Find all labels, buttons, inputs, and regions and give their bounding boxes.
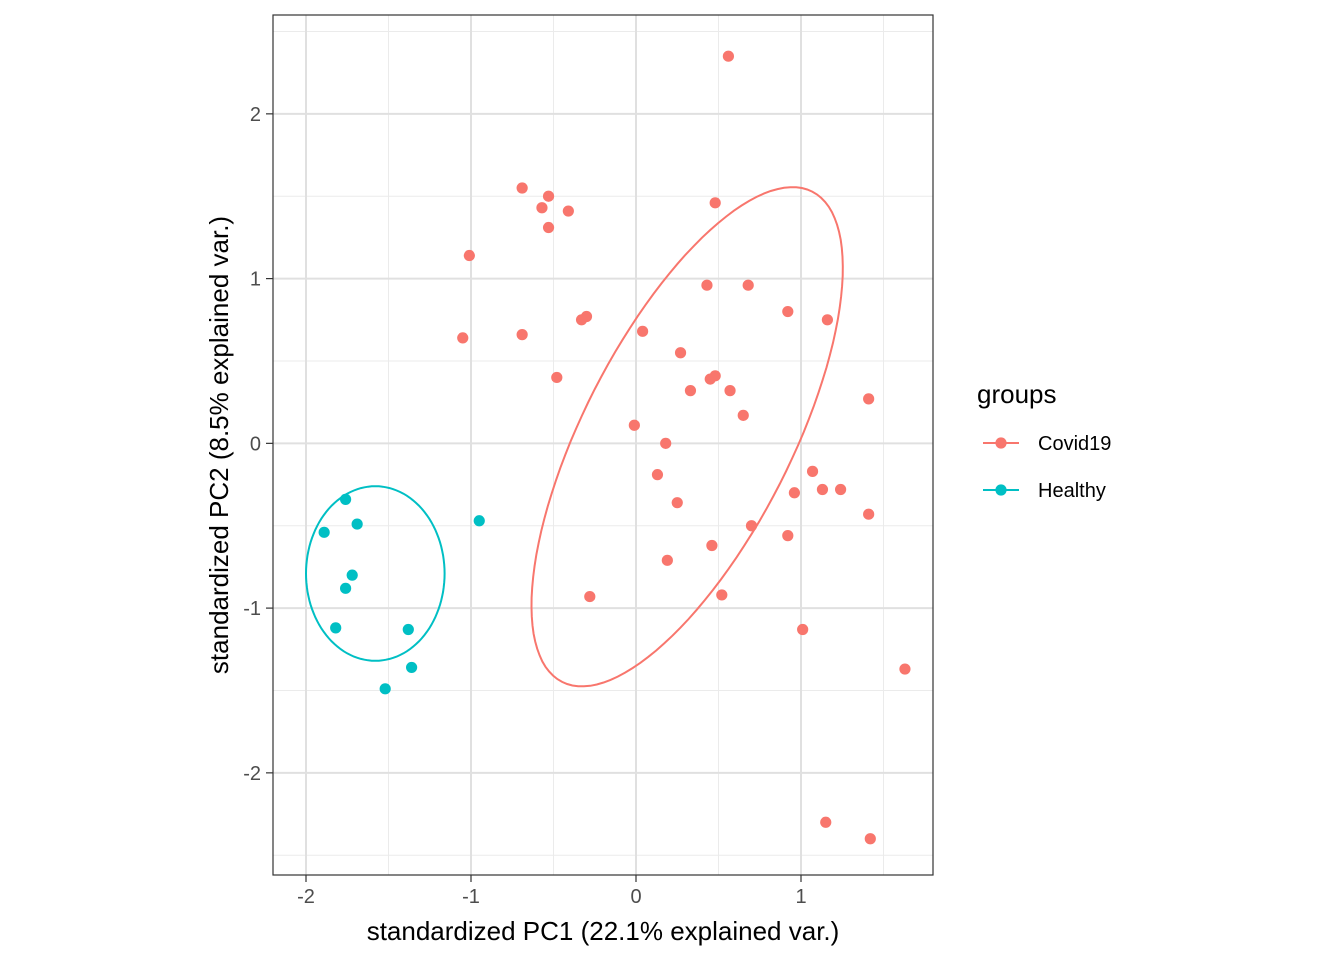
point-healthy	[340, 493, 352, 505]
point-covid19	[562, 205, 574, 217]
point-covid19	[584, 590, 596, 603]
grid-minor	[273, 15, 933, 875]
point-healthy	[346, 569, 358, 581]
x-axis-label: standardized PC1 (22.1% explained var.)	[367, 916, 840, 946]
point-covid19	[542, 190, 555, 202]
point-healthy	[406, 661, 418, 674]
point-covid19	[788, 487, 801, 499]
legend-title: groups	[977, 379, 1057, 409]
point-covid19	[797, 623, 809, 636]
point-covid19	[709, 197, 721, 209]
y-tick-label: -1	[243, 598, 261, 620]
point-covid19	[737, 409, 749, 421]
point-covid19	[637, 325, 649, 337]
point-covid19	[701, 279, 713, 291]
point-covid19	[722, 50, 735, 62]
y-axis-ticks: -2 -1 0 1 2	[243, 104, 273, 785]
point-covid19	[516, 182, 528, 194]
point-covid19	[899, 663, 911, 675]
y-tick-label: 1	[250, 269, 261, 291]
y-tick-label: -2	[243, 763, 261, 785]
legend-items: Covid19 Healthy	[983, 433, 1111, 502]
point-covid19	[684, 385, 697, 397]
legend-key-point	[995, 484, 1007, 496]
point-covid19	[835, 483, 847, 496]
data-points	[318, 50, 911, 845]
ellipse-healthy	[304, 485, 446, 662]
point-covid19	[782, 530, 794, 542]
point-covid19	[716, 589, 728, 601]
point-covid19	[816, 483, 829, 496]
grid-major	[273, 15, 933, 875]
point-covid19	[821, 314, 834, 326]
point-covid19	[628, 419, 640, 431]
point-covid19	[820, 816, 832, 828]
point-healthy	[402, 623, 414, 636]
point-healthy	[379, 683, 391, 695]
point-covid19	[782, 305, 794, 318]
point-covid19	[516, 329, 528, 341]
point-covid19	[651, 469, 664, 481]
point-healthy	[330, 622, 342, 634]
point-covid19	[463, 249, 475, 262]
legend-label: Covid19	[1038, 433, 1111, 455]
y-tick-label: 2	[250, 104, 261, 126]
x-tick-label: 0	[630, 886, 641, 908]
point-covid19	[742, 279, 754, 291]
point-healthy	[473, 515, 485, 527]
point-covid19	[863, 508, 875, 520]
point-healthy	[318, 526, 330, 538]
point-covid19	[575, 314, 588, 326]
point-covid19	[661, 554, 673, 566]
point-covid19	[536, 202, 548, 214]
ellipse-covid19	[530, 186, 844, 688]
point-healthy	[340, 582, 352, 594]
x-tick-label: -2	[297, 886, 315, 908]
x-axis-ticks: -2 -1 0 1	[297, 875, 807, 908]
x-tick-label: -1	[462, 886, 480, 908]
point-covid19	[806, 465, 819, 477]
point-covid19	[542, 221, 555, 234]
x-tick-label: 1	[795, 886, 806, 908]
point-covid19	[706, 539, 718, 552]
panel-border	[272, 14, 934, 876]
legend: groups Covid19 Healthy	[977, 379, 1111, 502]
point-covid19	[457, 332, 469, 344]
legend-key-point	[995, 437, 1007, 449]
point-covid19	[551, 371, 563, 384]
point-covid19	[674, 347, 687, 359]
point-covid19	[704, 373, 716, 385]
legend-label: Healthy	[1038, 480, 1106, 502]
ellipses	[304, 186, 844, 688]
point-covid19	[863, 393, 875, 405]
point-covid19	[660, 437, 672, 449]
point-covid19	[724, 385, 736, 397]
point-covid19	[745, 520, 758, 532]
point-covid19	[671, 497, 683, 509]
y-axis-label: standardized PC2 (8.5% explained var.)	[204, 216, 234, 674]
point-healthy	[351, 518, 363, 530]
y-tick-label: 0	[250, 433, 261, 455]
point-covid19	[864, 833, 876, 845]
